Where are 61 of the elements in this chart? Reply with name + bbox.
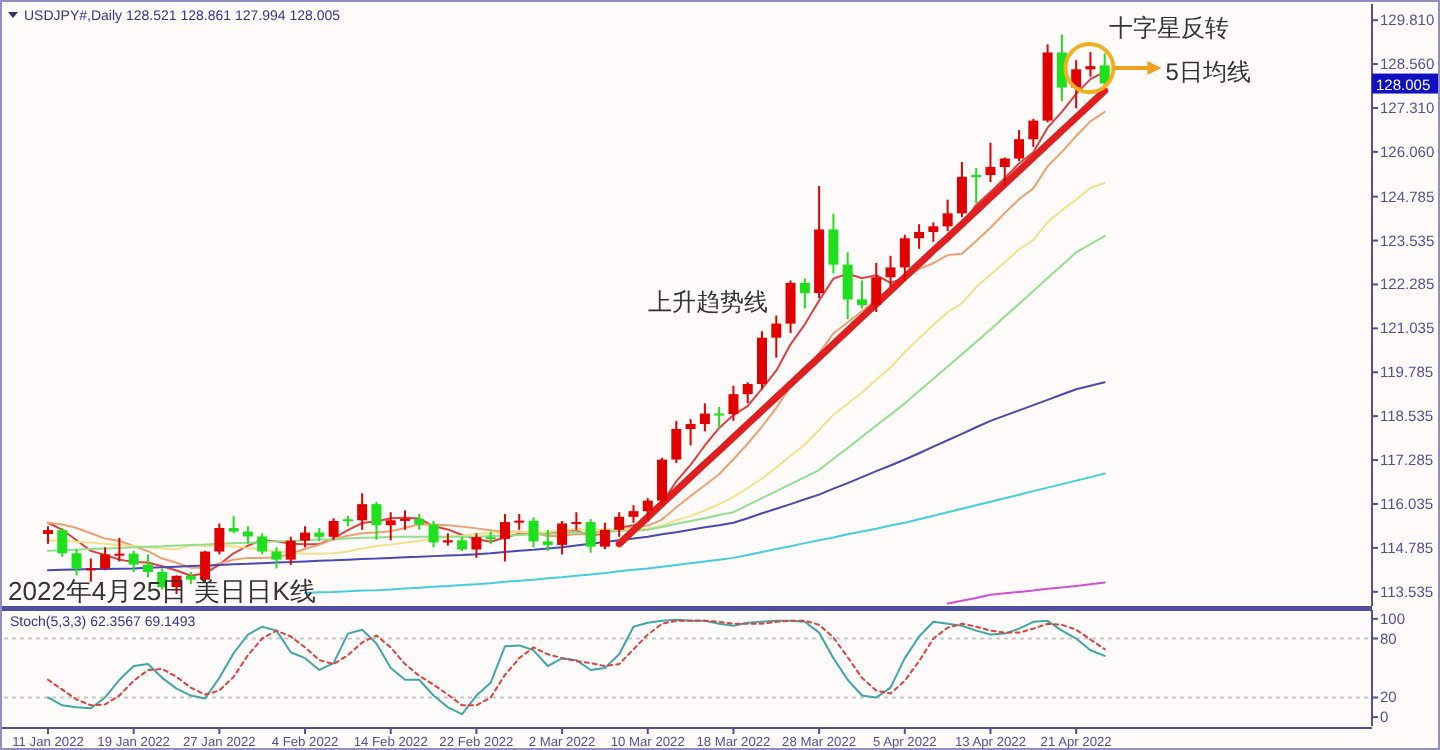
candlestick (114, 536, 125, 563)
candlestick (385, 511, 396, 542)
candlestick (428, 520, 439, 549)
candlestick (257, 532, 268, 556)
candlestick (914, 223, 925, 250)
candlestick (214, 522, 225, 556)
candlestick (657, 456, 668, 507)
candlestick (85, 557, 96, 583)
candlestick (799, 277, 810, 310)
candlestick (771, 314, 782, 359)
candlestick (942, 198, 953, 233)
line-series (47, 381, 1106, 572)
candlestick (899, 233, 910, 282)
candlestick (542, 528, 553, 552)
candlestick (757, 330, 767, 391)
candlestick (557, 520, 568, 556)
candlestick (885, 254, 896, 289)
candlestick (1028, 117, 1039, 148)
candlestick (614, 511, 625, 538)
candlestick (142, 553, 153, 579)
line-series (946, 581, 1106, 605)
candlestick (714, 405, 725, 429)
candlestick (642, 497, 653, 521)
candlestick (985, 141, 996, 184)
candlestick (357, 492, 368, 531)
candlestick (828, 212, 839, 275)
candlestick (1085, 51, 1096, 78)
candlestick (928, 221, 939, 243)
candlestick (785, 279, 796, 335)
candlestick (685, 418, 696, 447)
candlestick (699, 402, 710, 433)
annotation: 上升趋势线 (647, 288, 768, 316)
candlestick (585, 518, 596, 554)
annotation: 十字星反转 (1109, 14, 1230, 42)
candlestick (328, 517, 339, 542)
candlestick (971, 167, 982, 205)
candlestick (285, 535, 296, 566)
candlestick (842, 251, 853, 321)
candlestick (300, 525, 311, 549)
candlestick (471, 532, 482, 559)
candlestick (499, 512, 510, 563)
candlestick (999, 156, 1010, 187)
candlestick (956, 161, 967, 219)
candlestick (571, 511, 582, 531)
candlestick (71, 548, 82, 577)
text: 5日均线 (1165, 58, 1251, 86)
candlestick (742, 381, 753, 405)
candlestick (856, 279, 867, 310)
candlestick (728, 384, 739, 422)
candlestick (528, 516, 539, 549)
candlestick (128, 549, 139, 573)
candlestick (57, 527, 68, 558)
candlestick (1099, 52, 1110, 85)
candlestick (871, 261, 882, 314)
candlestick (1014, 129, 1025, 162)
candlestick (400, 509, 410, 531)
candlestick (371, 500, 382, 541)
candlestick (100, 546, 111, 572)
candlestick (599, 521, 610, 551)
candlestick (671, 419, 682, 465)
candlestick (271, 546, 282, 570)
